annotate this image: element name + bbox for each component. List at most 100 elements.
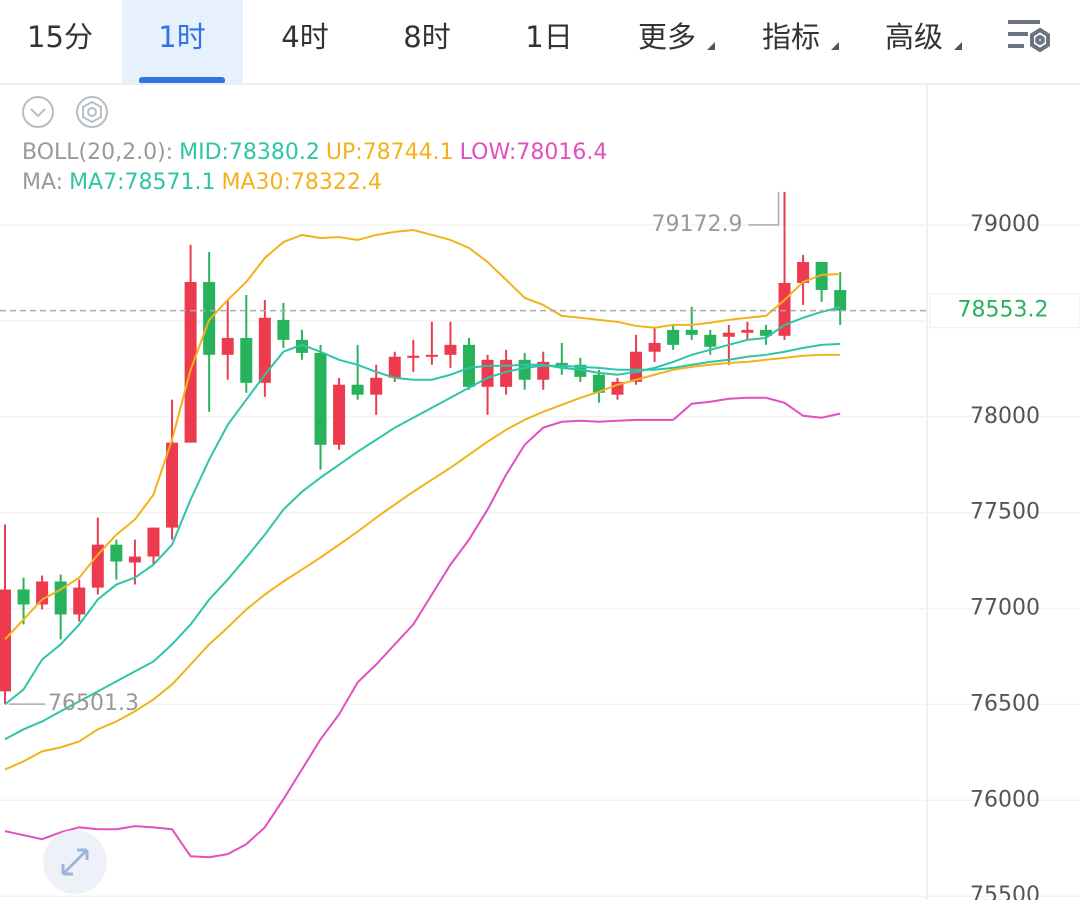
tab-label: 4时	[281, 20, 328, 54]
legend-entry: MA7:78571.1	[69, 170, 215, 195]
y-tick-label: 75500	[970, 883, 1040, 900]
candle-body	[704, 334, 717, 347]
candle-body	[147, 527, 160, 557]
candle-body	[128, 556, 141, 563]
candle-body	[425, 354, 438, 357]
candle-body	[759, 329, 772, 336]
candle-body	[388, 356, 401, 378]
tab[interactable]: 高级	[885, 20, 962, 54]
candle-body	[741, 329, 754, 333]
indicator-line	[4, 306, 841, 706]
legend-entry: UP:78744.1	[326, 140, 454, 165]
last-price-box	[929, 293, 1080, 329]
tab[interactable]: 更多	[638, 20, 715, 54]
tab-label: 高级	[885, 20, 943, 54]
expand-arrows	[61, 848, 89, 876]
max-label: 79172.9	[652, 212, 743, 237]
legend-prefix: MA:	[22, 170, 63, 195]
settings-button[interactable]	[76, 96, 108, 128]
candle-body	[463, 344, 475, 387]
candle-body	[797, 261, 810, 283]
y-tick-label: 76500	[970, 691, 1040, 716]
tab[interactable]: 15分	[27, 20, 93, 54]
candle-body	[17, 589, 30, 605]
y-tick-label: 79000	[970, 212, 1040, 237]
candle-body	[407, 355, 420, 358]
candle-body	[295, 339, 308, 353]
candle-body	[685, 329, 698, 335]
tab[interactable]: 指标	[762, 20, 839, 54]
max-leader	[748, 191, 780, 226]
candle-body	[314, 352, 327, 445]
y-tick-label: 76000	[970, 787, 1040, 812]
candle-body	[592, 374, 605, 393]
collapse-button[interactable]	[22, 96, 54, 128]
hexagon	[82, 100, 102, 124]
legend: BOLL(20,2.0): MID:78380.2 UP:78744.1 LOW:78…	[22, 140, 607, 195]
candle-body	[54, 581, 67, 615]
indicator-line	[4, 228, 841, 641]
timeframe-tabs: 15分 1时 4时 8时 1日 更多 指标 高级	[27, 0, 962, 84]
legend-prefix: BOLL(20,2.0):	[22, 140, 173, 165]
tab[interactable]: 1日	[525, 20, 572, 54]
candle-body	[73, 587, 86, 615]
candle-body	[91, 544, 104, 588]
tab-label: 更多	[638, 20, 696, 54]
indicator-line	[4, 396, 841, 859]
chevron	[30, 108, 46, 118]
tab-underline	[139, 77, 225, 84]
dropdown-arrow	[707, 42, 715, 50]
candle-body	[667, 329, 680, 345]
legend-entry: LOW:78016.4	[460, 140, 608, 165]
icon-dot	[1035, 35, 1045, 45]
tab-label: 1日	[525, 20, 572, 54]
button-circle	[76, 96, 108, 128]
candle-body	[36, 581, 49, 605]
dropdown-arrow	[831, 42, 839, 50]
indicator-line	[4, 342, 841, 741]
legend-entry: MID:78380.2	[179, 140, 320, 165]
last-price-label: 78553.2	[958, 298, 1049, 323]
icon-hex	[1030, 27, 1050, 53]
candle-body	[815, 261, 828, 290]
y-tick-label: 78000	[970, 404, 1040, 429]
expand-button[interactable]	[43, 830, 107, 894]
candle-body	[630, 351, 643, 382]
y-tick-label: 77000	[970, 596, 1040, 621]
candle-body	[648, 342, 661, 352]
plot: 7550076000765007700077500780007850079000…	[0, 191, 1080, 904]
candle-body	[444, 344, 457, 355]
indicator-line	[4, 353, 841, 771]
candle-body	[0, 589, 11, 692]
candle-body	[277, 319, 290, 340]
min-label: 76501.3	[48, 691, 139, 716]
legend-entry: MA30:78322.4	[221, 170, 381, 195]
candle-body	[184, 281, 197, 443]
dropdown-arrow	[954, 42, 962, 50]
button-circle	[22, 96, 54, 128]
candle-body	[221, 337, 234, 355]
tab[interactable]: 4时	[281, 20, 328, 54]
candle-body	[166, 442, 179, 528]
candle-body	[481, 359, 494, 387]
y-tick-label: 77500	[970, 500, 1040, 525]
tab-label: 15分	[27, 20, 93, 54]
dot	[87, 107, 97, 117]
tab-label: 1时	[158, 20, 205, 54]
candle-body	[110, 544, 123, 562]
candle-body	[722, 332, 735, 337]
filter-icon[interactable]	[1008, 20, 1050, 53]
tab-highlight	[122, 0, 243, 84]
candle-body	[333, 384, 346, 445]
candle-body	[258, 317, 271, 383]
candle-body	[351, 384, 364, 395]
tab-label: 指标	[762, 20, 820, 54]
tab[interactable]: 1时	[122, 0, 243, 84]
candle-body	[203, 281, 216, 355]
tab[interactable]: 8时	[403, 20, 450, 54]
candle-body	[370, 377, 383, 395]
candle-body	[834, 289, 847, 311]
tab-label: 8时	[403, 20, 450, 54]
